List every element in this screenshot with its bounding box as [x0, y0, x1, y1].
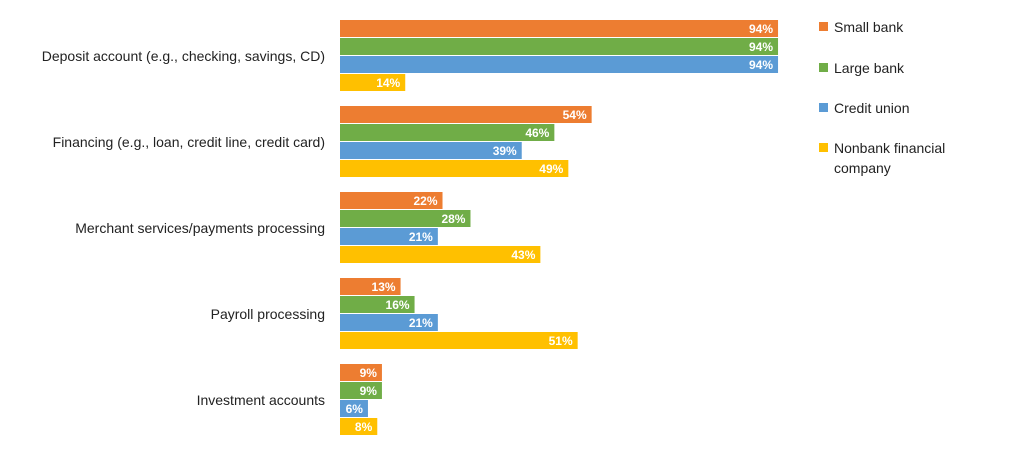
data-label: 9%	[360, 384, 378, 398]
legend-swatch	[819, 143, 828, 152]
bar	[340, 418, 378, 435]
category-label: Deposit account (e.g., checking, savings…	[42, 48, 325, 64]
category-label: Investment accounts	[197, 392, 325, 408]
data-label: 21%	[409, 316, 433, 330]
data-label: 51%	[549, 334, 573, 348]
category-label: Merchant services/payments processing	[75, 220, 325, 236]
bar	[340, 314, 438, 331]
bar	[340, 192, 443, 209]
legend-label: Nonbank financial	[834, 140, 945, 156]
bar	[340, 246, 541, 263]
bar	[340, 228, 438, 245]
data-label: 16%	[386, 298, 410, 312]
data-label: 94%	[749, 58, 773, 72]
legend-label: Credit union	[834, 100, 910, 116]
data-label: 9%	[360, 366, 378, 380]
category-label: Financing (e.g., loan, credit line, cred…	[53, 134, 325, 150]
data-label: 21%	[409, 230, 433, 244]
data-label: 94%	[749, 40, 773, 54]
category-label: Payroll processing	[211, 306, 325, 322]
bar	[340, 142, 522, 159]
bar	[340, 400, 368, 417]
data-label: 39%	[493, 144, 517, 158]
data-label: 6%	[346, 402, 364, 416]
data-label: 54%	[563, 108, 587, 122]
bar	[340, 160, 569, 177]
data-label: 46%	[525, 126, 549, 140]
bar	[340, 278, 401, 295]
data-label: 13%	[372, 280, 396, 294]
data-label: 8%	[355, 420, 373, 434]
legend-swatch	[819, 22, 828, 31]
bar	[340, 20, 779, 37]
data-label: 49%	[539, 162, 563, 176]
bar	[340, 210, 471, 227]
legend-swatch	[819, 103, 828, 112]
bar	[340, 364, 382, 381]
bar	[340, 56, 779, 73]
bar	[340, 106, 592, 123]
bar	[340, 296, 415, 313]
data-label: 28%	[441, 212, 465, 226]
legend-label: company	[834, 160, 891, 176]
data-label: 94%	[749, 22, 773, 36]
bar	[340, 332, 578, 349]
legend-swatch	[819, 63, 828, 72]
data-label: 43%	[511, 248, 535, 262]
bar	[340, 74, 406, 91]
data-label: 14%	[376, 76, 400, 90]
bar	[340, 38, 779, 55]
bar	[340, 124, 555, 141]
data-label: 22%	[413, 194, 437, 208]
bar	[340, 382, 382, 399]
legend-label: Large bank	[834, 60, 905, 76]
legend-label: Small bank	[834, 19, 904, 35]
